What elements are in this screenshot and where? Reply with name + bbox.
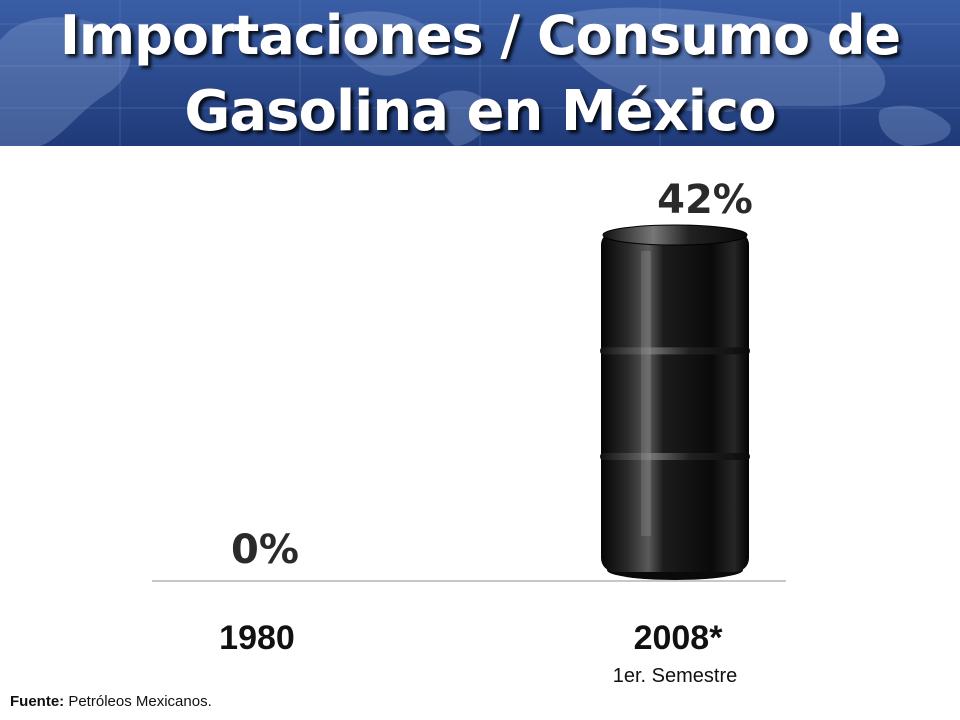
world-map-icon (0, 0, 960, 146)
value-label-1980: 0% (231, 527, 299, 573)
category-sublabel-2008: 1er. Semestre (613, 665, 738, 687)
category-label-1980: 1980 (219, 619, 295, 657)
value-label-2008: 42% (657, 177, 753, 223)
page-title-line-2: Gasolina en México (184, 79, 776, 144)
source-label: Fuente: (10, 693, 65, 710)
title-banner: Importaciones / Consumo de Gasolina en M… (0, 0, 960, 146)
source-note: Fuente: Petróleos Mexicanos. (10, 693, 212, 710)
category-label-2008: 2008* (634, 619, 724, 657)
source-value: Petróleos Mexicanos. (64, 693, 212, 710)
barrel-bar-2008* (600, 224, 750, 580)
page-title-line-1: Importaciones / Consumo de (59, 4, 901, 67)
barrel-bar-chart: 0% 42% 1980 2008* 1er. Semestre (152, 177, 786, 687)
bar-series (600, 224, 750, 580)
